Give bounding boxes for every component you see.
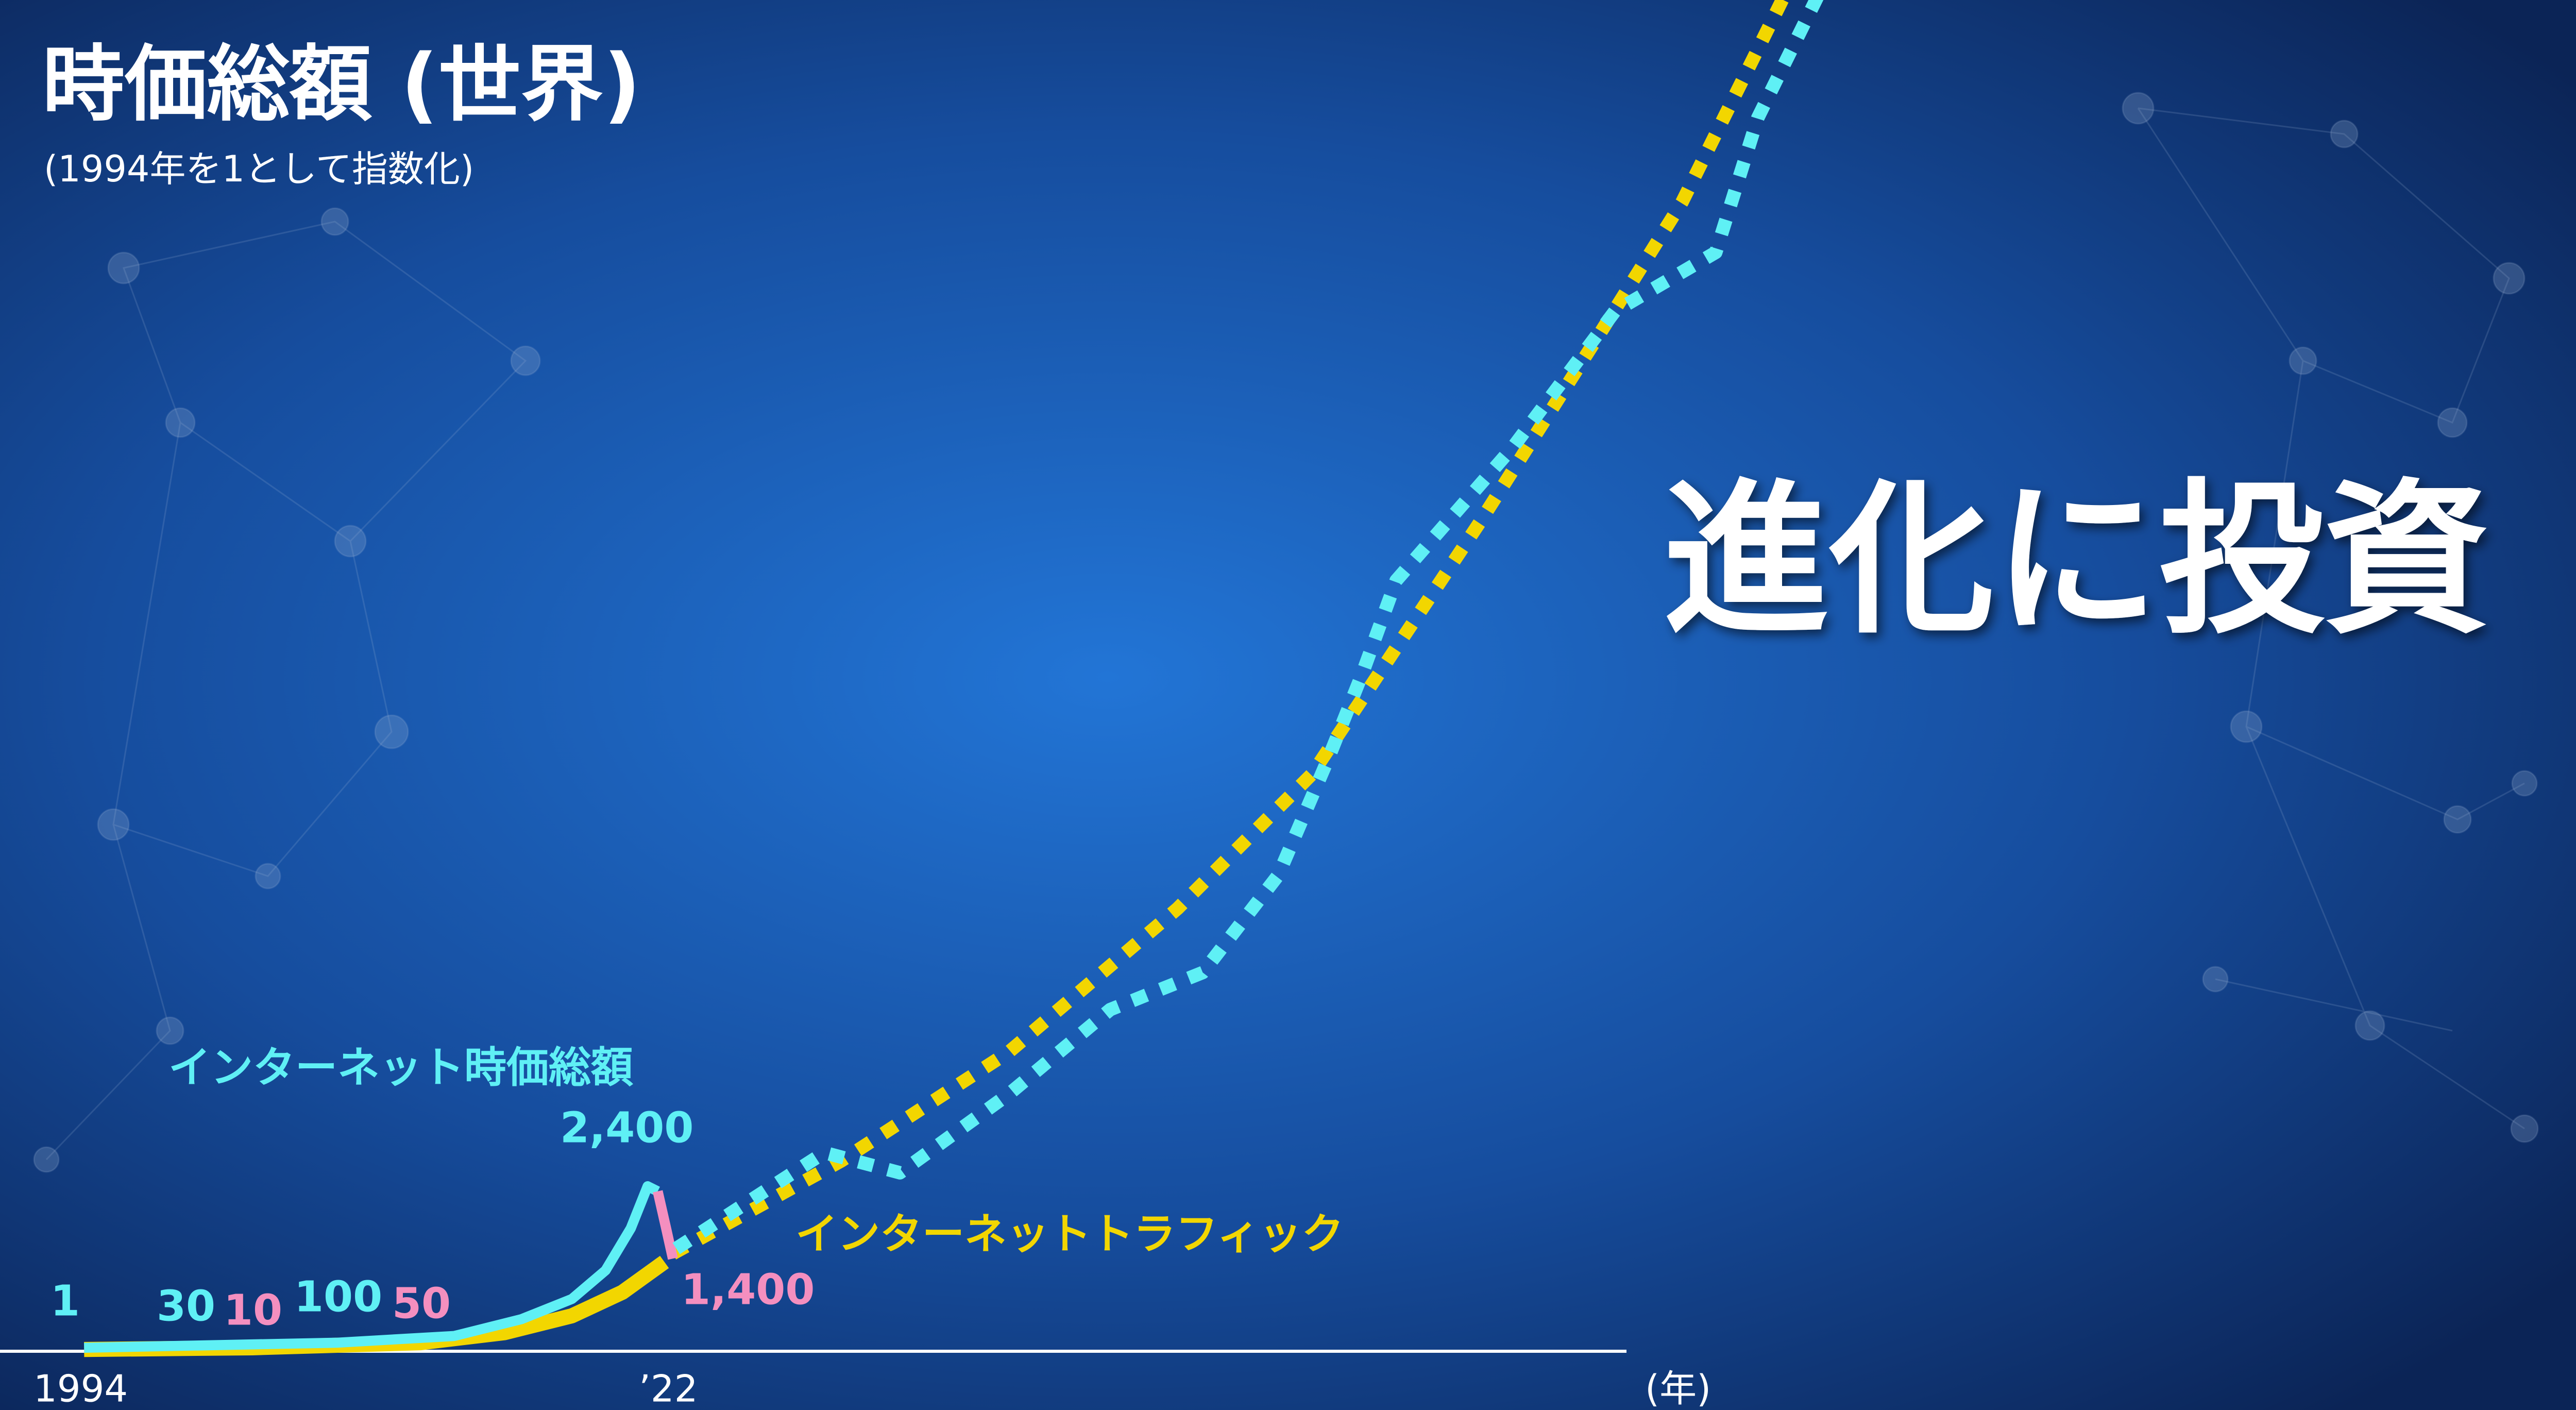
- value-annotation: 100: [294, 1272, 382, 1321]
- value-annotation: 2,400: [560, 1103, 693, 1152]
- value-annotation: 1: [50, 1277, 80, 1325]
- market-cap-projection: [672, 0, 1824, 1254]
- annotations: 1 30 10 100 50 2,400 1,400: [50, 1103, 815, 1335]
- title: 時価総額 (世界): [42, 36, 641, 132]
- value-annotation: 10: [224, 1286, 282, 1335]
- axis-end-label: ’22: [639, 1367, 698, 1410]
- market-cap-line: [84, 1181, 660, 1353]
- value-annotation: 30: [157, 1282, 215, 1331]
- axis-unit-label: (年): [1645, 1367, 1711, 1410]
- series-label: インターネットトラフィック: [795, 1210, 1344, 1258]
- network-decoration: [33, 92, 2539, 1173]
- axis-start-label: 1994: [33, 1367, 128, 1410]
- headline: 進化に投資: [1664, 465, 2488, 657]
- traffic-projection: [669, 0, 1790, 1260]
- chart-lines: [84, 0, 1824, 1357]
- subtitle: (1994年を1として指数化): [44, 148, 474, 190]
- value-annotation: 1,400: [681, 1265, 815, 1314]
- value-annotation: 50: [392, 1279, 451, 1328]
- market-cap-drop: [653, 1190, 678, 1260]
- series-label: インターネット時価総額: [168, 1043, 634, 1092]
